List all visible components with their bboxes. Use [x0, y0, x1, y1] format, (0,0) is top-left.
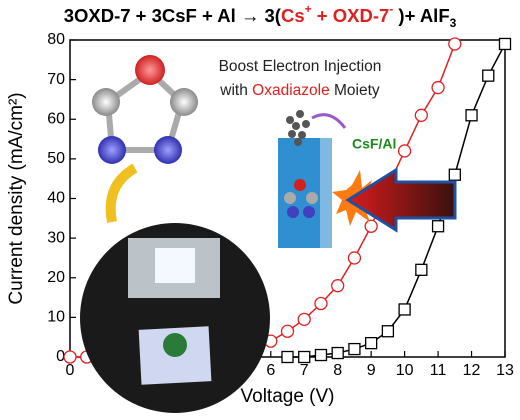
- data-point: [448, 168, 461, 181]
- annotation-part: Moiety: [330, 82, 380, 99]
- data-point: [314, 296, 328, 311]
- big-arrow: [345, 167, 457, 233]
- data-point: [281, 350, 294, 364]
- data-point: [448, 37, 462, 51]
- logo: [163, 333, 187, 357]
- data-point: [364, 219, 378, 233]
- data-point: [397, 144, 412, 158]
- carbon-atom: [284, 192, 296, 204]
- carbon-atom: [170, 88, 198, 116]
- data-point: [431, 80, 445, 95]
- y-tick-label: 20: [47, 269, 65, 286]
- y-axis-label: Current density (mA/cm²): [6, 92, 27, 304]
- y-tick-label: 60: [47, 110, 65, 127]
- annotation-part: Boost Electron Injection: [219, 58, 382, 75]
- y-tick-label: 30: [47, 229, 65, 246]
- data-point: [431, 220, 445, 233]
- data-point: [63, 350, 77, 364]
- title-part: +: [305, 2, 312, 16]
- data-point: [414, 108, 428, 122]
- data-point: [381, 325, 395, 338]
- pointer-arrow: [105, 163, 138, 223]
- x-tick-label: 7: [300, 362, 309, 379]
- x-tick-label: 6: [266, 362, 275, 379]
- x-tick-label: 8: [333, 362, 342, 379]
- data-point: [347, 251, 362, 265]
- annotations: Boost Electron Injection with Oxadiazole …: [219, 58, 397, 152]
- y-tick-label: 40: [47, 190, 65, 207]
- x-tick-label: 10: [396, 362, 414, 379]
- x-tick-label: 13: [496, 362, 514, 379]
- data-point: [331, 346, 344, 360]
- chart-title: 3OXD-7 + 3CsF + Al → 3(Cs+ + OXD-7- )+ A…: [64, 2, 457, 30]
- data-point: [365, 336, 378, 350]
- title-part: 3OXD-7 + 3CsF + Al → 3(: [64, 5, 282, 26]
- data-point: [314, 348, 328, 362]
- transfer-arrow: [311, 113, 347, 129]
- title-part: Cs: [281, 5, 305, 26]
- carbon-atom: [306, 192, 318, 204]
- title-part: + OXD-7: [312, 5, 390, 26]
- title-part: -: [389, 2, 393, 16]
- electrode-layer: [320, 138, 332, 248]
- x-tick-label: 11: [430, 362, 447, 379]
- carbon-atom: [92, 88, 120, 116]
- data-point: [280, 324, 295, 338]
- oxygen-atom: [135, 55, 165, 85]
- oxygen-atom: [294, 179, 306, 191]
- nitrogen-atom: [303, 206, 315, 218]
- title-part: )+ AlF: [393, 5, 449, 26]
- data-point: [297, 312, 311, 327]
- data-point: [415, 263, 428, 276]
- annotation-part: with: [219, 82, 252, 99]
- x-tick-label: 12: [463, 362, 481, 379]
- y-tick-label: 10: [47, 309, 65, 326]
- nitrogen-atom: [287, 206, 299, 218]
- annotation-part: Oxadiazole: [252, 82, 330, 99]
- y-tick-label: 50: [47, 150, 65, 167]
- data-point: [482, 69, 495, 82]
- annotation: Boost Electron Injection: [219, 58, 382, 75]
- data-point: [331, 279, 345, 293]
- data-point: [498, 37, 512, 51]
- y-tick-label: 70: [47, 71, 65, 88]
- data-point: [465, 109, 478, 122]
- x-axis-label: Voltage (V): [241, 386, 335, 407]
- y-tick-label: 80: [47, 31, 65, 48]
- data-point: [398, 303, 411, 316]
- data-point: [348, 342, 361, 356]
- x-tick-label: 9: [367, 362, 376, 379]
- axes: 01234567891011121301020304050607080Volta…: [6, 31, 514, 407]
- nitrogen-atom: [154, 136, 182, 164]
- x-tick-label: 0: [66, 362, 75, 379]
- insets: [80, 55, 457, 413]
- annotation: with Oxadiazole Moiety: [219, 82, 380, 99]
- device-label: CsF/Al: [352, 136, 396, 152]
- ions: [286, 110, 310, 146]
- title-part: 3: [450, 16, 457, 30]
- photo-inset: [80, 223, 270, 413]
- nitrogen-atom: [98, 136, 126, 164]
- device-glow: [155, 248, 195, 283]
- data-point: [298, 350, 311, 364]
- y-tick-label: 0: [56, 348, 65, 365]
